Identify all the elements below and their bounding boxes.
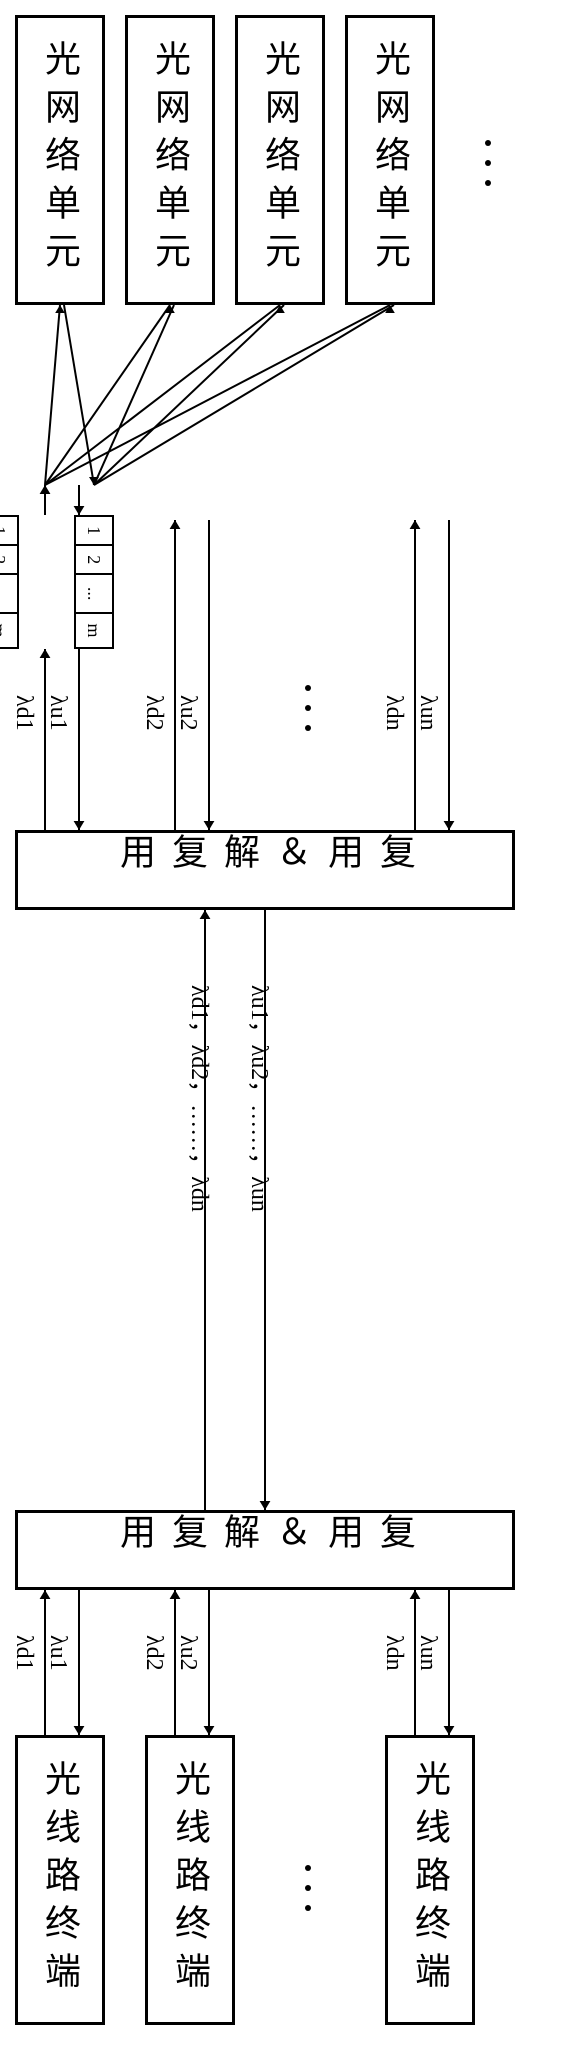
mux-demux-1: 复用＆解复用 — [15, 1510, 515, 1590]
slot-cell: m — [0, 614, 17, 647]
onu-box-2: 光网络单元 — [125, 15, 215, 305]
lambda-label: λd2 — [140, 1635, 167, 1671]
olt-label: 光线路终端 — [34, 1760, 86, 2000]
lambda-label: λu1 — [44, 1635, 71, 1671]
lambda-label: λun — [414, 695, 441, 731]
lambda-trunk-d: λd1，λd2，……，λdn — [185, 985, 220, 1212]
lambda-label: λu1 — [44, 695, 71, 731]
onu-label: 光网络单元 — [34, 40, 86, 280]
onu-ellipsis — [485, 140, 491, 186]
lambda-trunk-u: λu1，λu2，……，λun — [245, 985, 280, 1212]
mux-label: 复用＆解复用 — [109, 833, 421, 907]
onu-label: 光网络单元 — [144, 40, 196, 280]
olt-label: 光线路终端 — [164, 1760, 216, 2000]
lambda-label: λd1 — [10, 695, 37, 731]
mux-demux-2: 复用＆解复用 — [15, 830, 515, 910]
onu-label: 光网络单元 — [364, 40, 416, 280]
lambda-label: λdn — [380, 1635, 407, 1671]
olt-box-n: 光线路终端 — [385, 1735, 475, 2025]
tdm-frame-d1: 1 2 ... m — [0, 515, 19, 649]
slot-cell: 2 — [0, 546, 17, 575]
lambda-label: λu2 — [174, 695, 201, 731]
lambda-label: λun — [414, 1635, 441, 1671]
lambda-label: λd2 — [140, 695, 167, 731]
slot-cell: ... — [76, 575, 112, 614]
slot-cell: 1 — [76, 517, 112, 546]
lambda-label: λdn — [380, 695, 407, 731]
onu-label: 光网络单元 — [254, 40, 306, 280]
mux-label: 复用＆解复用 — [109, 1513, 421, 1587]
slot-cell: 1 — [0, 517, 17, 546]
onu-box-3: 光网络单元 — [235, 15, 325, 305]
slot-cell: ... — [0, 575, 17, 614]
slot-cell: m — [76, 614, 112, 647]
pon-architecture-diagram: 光线路终端 光线路终端 光线路终端 复用＆解复用 复用＆解复用 光网络单元 光网… — [15, 15, 551, 2032]
onu-box-4: 光网络单元 — [345, 15, 435, 305]
connector-lines — [15, 15, 551, 2032]
olt-box-1: 光线路终端 — [15, 1735, 105, 2025]
slot-cell: 2 — [76, 546, 112, 575]
tdm-frame-u1: 1 2 ... m — [74, 515, 114, 649]
lambda-label: λd1 — [10, 1635, 37, 1671]
olt-box-2: 光线路终端 — [145, 1735, 235, 2025]
olt-label: 光线路终端 — [404, 1760, 456, 2000]
lambda-ellipsis — [305, 685, 311, 731]
olt-ellipsis — [305, 1865, 311, 1911]
lambda-label: λu2 — [174, 1635, 201, 1671]
onu-box-1: 光网络单元 — [15, 15, 105, 305]
